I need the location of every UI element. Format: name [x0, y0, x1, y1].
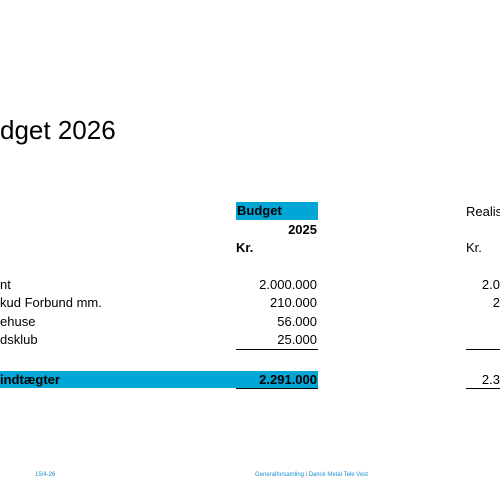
budget-header-cell: Budget: [236, 202, 318, 220]
total-budget-value: 2.291.000: [259, 372, 317, 387]
total-row-highlight: [0, 371, 318, 388]
slide-title: dget 2026: [0, 115, 116, 145]
row-realized-value: 2: [492, 295, 500, 310]
row-realized-value: 2.0: [481, 277, 500, 292]
budget-currency: Kr.: [236, 240, 254, 255]
row-budget-value: 56.000: [277, 314, 317, 329]
row-label: dsklub: [0, 332, 38, 347]
total-label: indtægter: [0, 372, 60, 387]
realized-currency: Kr.: [466, 240, 482, 255]
total-realized-value: 2.3: [481, 372, 500, 387]
budget-year: 2025: [288, 222, 317, 237]
footer-date: 15/4-26: [35, 472, 56, 478]
total-underline: [236, 388, 318, 389]
row-budget-value: 25.000: [277, 332, 317, 347]
subtotal-underline: [236, 349, 318, 350]
row-budget-value: 210.000: [270, 295, 317, 310]
realized-total-underline: [466, 388, 500, 389]
row-budget-value: 2.000.000: [259, 277, 317, 292]
budget-header-label: Budget: [237, 203, 282, 218]
row-label: nt: [0, 277, 11, 292]
realized-subtotal-underline: [466, 349, 500, 350]
row-label: ehuse: [0, 314, 36, 329]
row-label: kud Forbund mm.: [0, 295, 102, 310]
footer-text: Generalforsamling i Dansk Metal Tele Ves…: [255, 472, 368, 478]
realized-header-label: Realis: [466, 204, 500, 219]
